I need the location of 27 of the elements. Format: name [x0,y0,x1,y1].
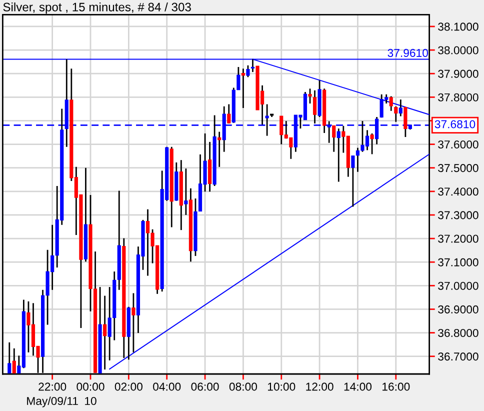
x-tick-label: 08:00 [229,382,258,391]
chart-title: Silver, spot , 15 minutes, # 84 / 303 [3,2,191,14]
y-tick-label: 38.1000 [438,22,478,31]
x-tick-label: 22:00 May/09/11 [27,382,78,408]
y-tick-label: 37.5000 [438,164,478,172]
y-tick-label: 37.8000 [438,93,478,102]
y-tick-label: 38.0000 [438,46,478,54]
y-tick-label: 36.8000 [438,328,478,338]
x-tick-label: 02:00 [114,382,142,391]
y-tick-label: 37.2000 [438,234,478,243]
y-tick-label: 36.7000 [438,352,478,361]
y-tick-label: 37.9000 [438,70,478,78]
x-tick-label: 00:00 10 [76,382,104,406]
x-tick-label: 10:00 [268,382,296,391]
ref-line-label: 37.9610 [388,48,428,57]
x-tick-label: 16:00 [382,382,410,391]
x-tick-label: 12:00 [306,382,334,391]
y-tick-label: 37.0000 [438,282,478,290]
y-tick-label: 37.1000 [438,258,478,266]
x-tick-label: 14:00 [344,382,372,391]
y-tick-label: 37.3000 [438,211,478,220]
y-tick-label: 36.9000 [438,305,478,314]
x-tick-label: 04:00 [153,382,181,391]
x-tick-label: 06:00 [191,382,219,391]
y-tick-label: 37.4000 [438,188,478,196]
y-tick-label: 37.6000 [438,140,478,149]
ref-line-label: 37.6810 [434,120,476,128]
